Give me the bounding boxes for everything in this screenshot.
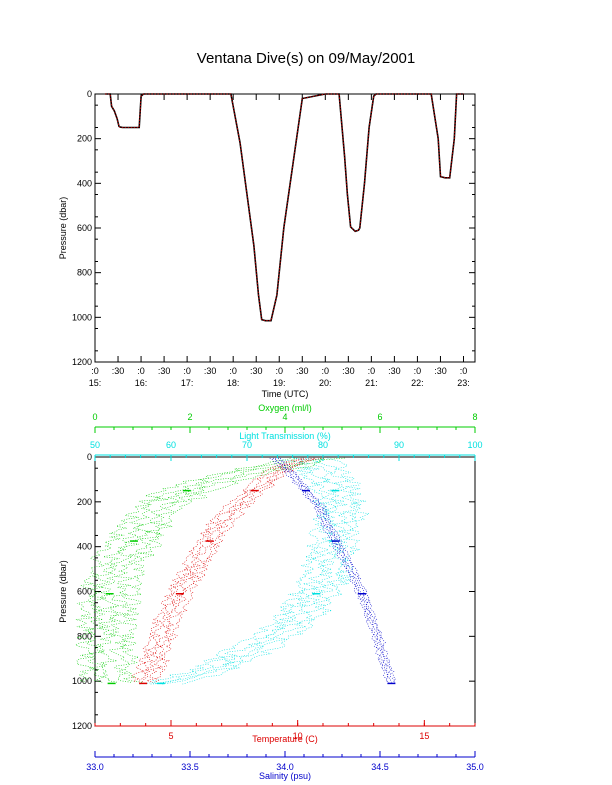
axis-tick-label: 10 <box>293 731 303 741</box>
axis-title: Light Transmission (%) <box>239 431 331 441</box>
axis-tick-label: 15 <box>419 731 429 741</box>
x-tick-label: :30 <box>158 366 171 376</box>
y-tick-label: 200 <box>77 497 92 507</box>
profile-trace <box>74 457 291 683</box>
profile-trace <box>131 457 302 683</box>
profile-trace <box>150 457 348 685</box>
x-tick-label: 22: <box>411 378 424 388</box>
y-tick-label: 200 <box>77 134 92 144</box>
x-tick-label: :0 <box>414 366 422 376</box>
x-tick-label: 16: <box>135 378 148 388</box>
axis-tick-label: 33.5 <box>181 762 199 772</box>
x-tick-label: 19: <box>273 378 286 388</box>
axis-title: Temperature (C) <box>252 734 318 744</box>
profile-trace <box>275 458 392 683</box>
axis-tick-label: 60 <box>166 440 176 450</box>
profile-trace <box>154 457 325 683</box>
x-tick-label: :0 <box>368 366 376 376</box>
profile-trace <box>141 457 315 683</box>
y-tick-label: 1200 <box>72 357 92 367</box>
axis-tick-label: 0 <box>92 412 97 422</box>
x-axis-title: Time (UTC) <box>262 389 309 399</box>
axis-tick-label: 6 <box>377 412 382 422</box>
x-tick-label: 20: <box>319 378 332 388</box>
x-tick-label: 23: <box>457 378 470 388</box>
axis-tick-label: 2 <box>187 412 192 422</box>
y-tick-label: 800 <box>77 268 92 278</box>
axis-tick-label: 34.0 <box>276 762 294 772</box>
x-tick-label: 17: <box>181 378 194 388</box>
x-tick-label: :30 <box>112 366 125 376</box>
x-tick-label: :0 <box>275 366 283 376</box>
profile-trace <box>119 457 345 683</box>
plot-frame <box>94 456 476 727</box>
y-tick-label: 0 <box>87 452 92 462</box>
axis-title: Salinity (psu) <box>259 771 311 781</box>
axis-tick-label: 35.0 <box>466 762 484 772</box>
y-tick-label: 1200 <box>72 721 92 731</box>
profile-trace <box>280 458 396 683</box>
x-tick-label: :30 <box>388 366 401 376</box>
axis-tick-label: 80 <box>318 440 328 450</box>
axis-tick-label: 8 <box>472 412 477 422</box>
y-tick-label: 0 <box>87 89 92 99</box>
profile-trace <box>182 457 370 685</box>
profile-trace <box>146 457 316 683</box>
profile-trace <box>269 457 389 683</box>
profile-trace <box>97 457 322 683</box>
y-tick-label: 600 <box>77 587 92 597</box>
x-tick-label: :0 <box>183 366 191 376</box>
y-tick-label: 600 <box>77 223 92 233</box>
profile-trace <box>138 457 330 685</box>
x-tick-label: 21: <box>365 378 378 388</box>
x-tick-label: :30 <box>434 366 447 376</box>
profile-trace <box>272 457 389 683</box>
x-tick-label: :30 <box>204 366 217 376</box>
time-pressure-chart: 020040060080010001200:015::30:016::30:01… <box>58 89 476 399</box>
axis-tick-label: 100 <box>467 440 482 450</box>
profile-trace <box>278 458 396 683</box>
profile-trace <box>153 457 337 685</box>
y-tick-label: 400 <box>77 178 92 188</box>
y-axis-title: Pressure (dbar) <box>58 197 68 260</box>
axis-tick-label: 90 <box>394 440 404 450</box>
axis-tick-label: 5 <box>168 731 173 741</box>
profile-trace <box>161 457 358 685</box>
axis-tick-label: 34.5 <box>371 762 389 772</box>
y-tick-label: 1000 <box>72 312 92 322</box>
y-tick-label: 800 <box>77 631 92 641</box>
axis-tick-label: 50 <box>90 440 100 450</box>
x-tick-label: :30 <box>296 366 309 376</box>
y-tick-label: 400 <box>77 542 92 552</box>
x-tick-label: 18: <box>227 378 240 388</box>
x-tick-label: :30 <box>342 366 355 376</box>
profile-trace <box>86 457 298 683</box>
axis-tick-label: 33.0 <box>86 762 104 772</box>
y-axis-title: Pressure (dbar) <box>58 560 68 623</box>
pressure-line <box>105 93 464 322</box>
x-tick-label: :0 <box>322 366 330 376</box>
axis-tick-label: 70 <box>242 440 252 450</box>
x-tick-label: :0 <box>137 366 145 376</box>
chart-title: Ventana Dive(s) on 09/May/2001 <box>196 50 416 67</box>
profile-trace <box>138 457 304 683</box>
x-tick-label: :0 <box>229 366 237 376</box>
x-tick-label: 15: <box>89 378 102 388</box>
x-tick-label: :0 <box>460 366 468 376</box>
x-tick-label: :0 <box>91 366 99 376</box>
profile-trace <box>109 457 325 683</box>
axis-tick-label: 4 <box>282 412 287 422</box>
axis-title: Oxygen (ml/l) <box>258 403 312 413</box>
x-tick-label: :30 <box>250 366 263 376</box>
